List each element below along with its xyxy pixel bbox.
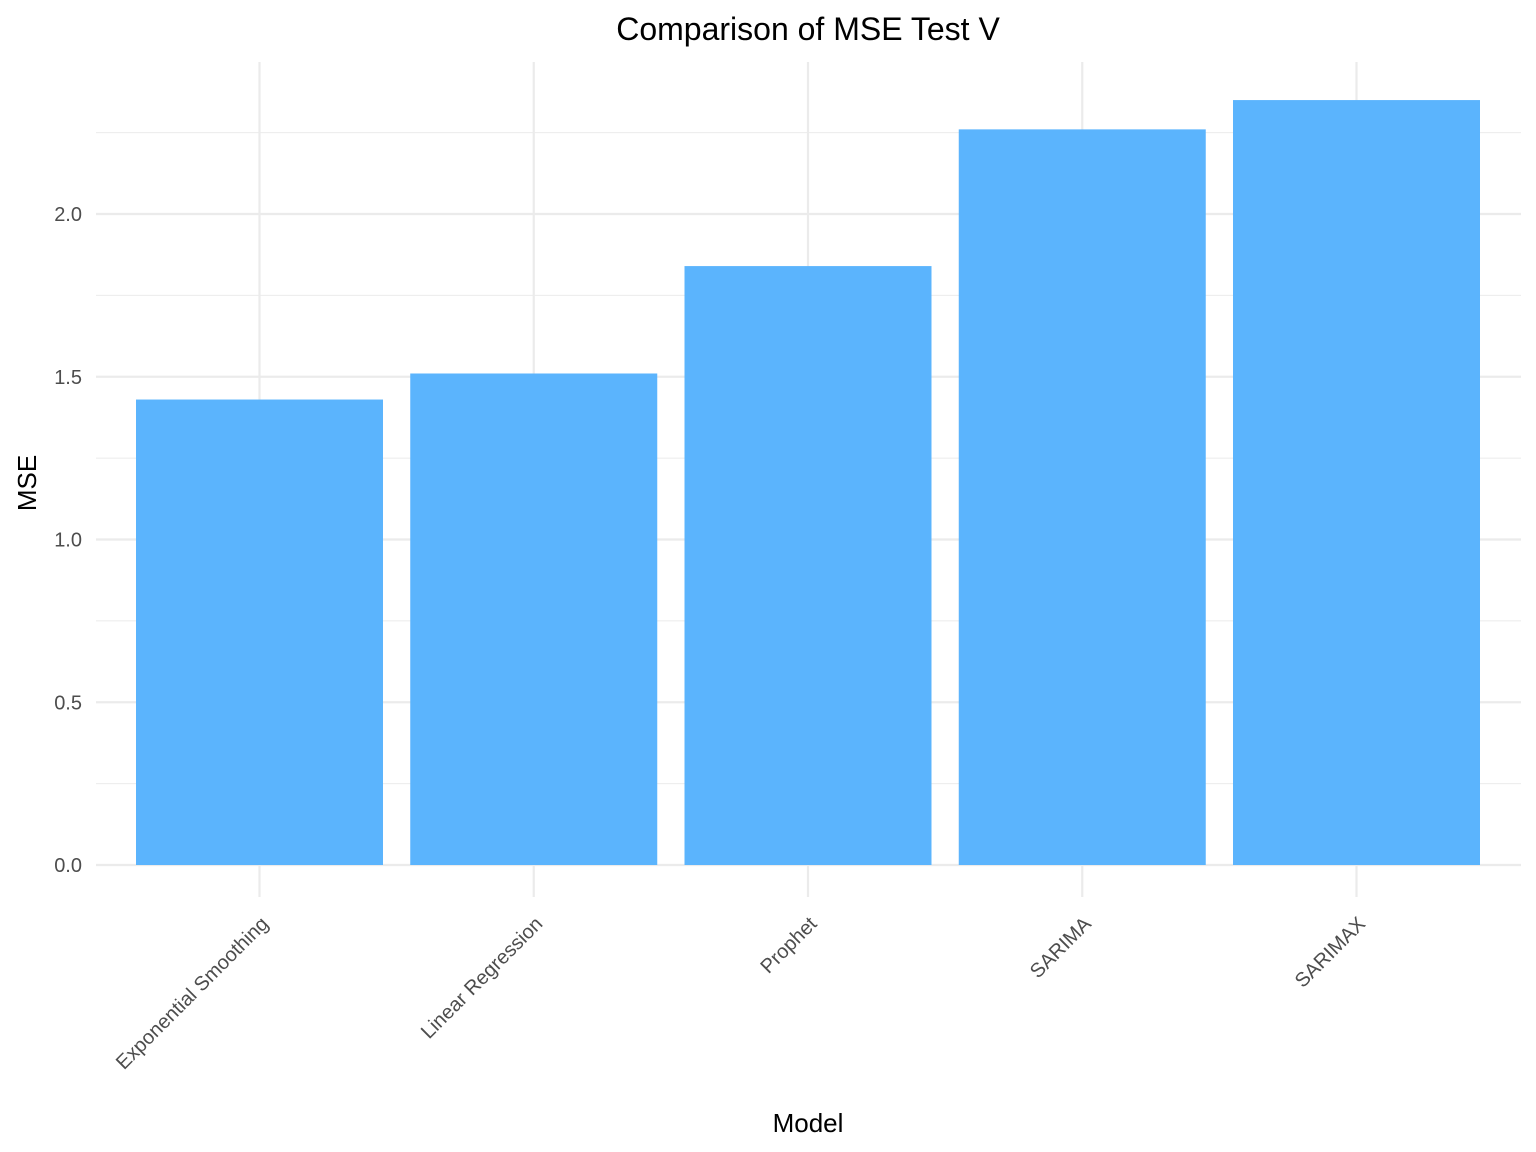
y-tick-label: 1.5 bbox=[54, 367, 82, 389]
bar bbox=[136, 399, 383, 865]
bar bbox=[1233, 100, 1480, 865]
bars bbox=[136, 100, 1480, 866]
bar bbox=[684, 266, 932, 866]
chart-title: Comparison of MSE Test V bbox=[616, 11, 1000, 47]
y-axis-tick-labels: 0.0 0.5 1.0 1.5 2.0 bbox=[54, 204, 82, 877]
x-tick-label: Exponential Smoothing bbox=[112, 913, 273, 1074]
x-tick-label: SARIMAX bbox=[1291, 913, 1370, 992]
y-tick-label: 0.5 bbox=[54, 692, 82, 714]
y-tick-label: 2.0 bbox=[54, 204, 82, 226]
x-tick-label: Linear Regression bbox=[417, 913, 547, 1043]
bar bbox=[410, 373, 658, 865]
y-axis-title: MSE bbox=[12, 455, 42, 511]
bar bbox=[958, 129, 1206, 865]
x-tick-label: SARIMA bbox=[1026, 913, 1096, 983]
y-tick-label: 1.0 bbox=[54, 530, 82, 552]
x-axis-tick-labels: Exponential Smoothing Linear Regression Pr… bbox=[112, 913, 1370, 1074]
x-tick-label: Prophet bbox=[756, 913, 821, 978]
y-tick-label: 0.0 bbox=[54, 855, 82, 877]
x-axis-title: Model bbox=[773, 1108, 844, 1138]
